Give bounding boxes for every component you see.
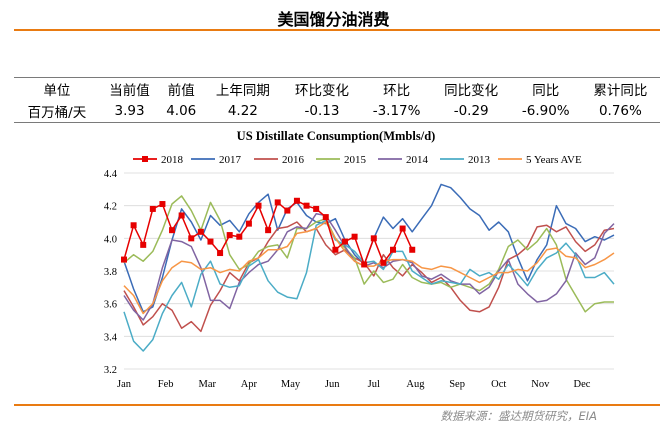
point-2018 (226, 232, 233, 239)
point-2018 (217, 250, 224, 257)
point-2018 (409, 246, 416, 253)
summary-value-cell: -0.29 (431, 100, 511, 123)
legend-label: 2018 (161, 154, 184, 166)
point-2018 (332, 246, 339, 253)
point-2018 (322, 214, 329, 221)
summary-value-cell: 4.22 (203, 100, 283, 123)
point-2018 (245, 220, 252, 227)
x-tick-label: Jul (368, 379, 380, 390)
summary-value-cell: -6.90% (510, 100, 581, 123)
y-tick-label: 3.6 (104, 300, 117, 311)
summary-table: 单位 当前值 前值 上年同期 环比变化 环比 同比变化 同比 累计同比 百万桶/… (14, 77, 660, 123)
y-tick-label: 3.2 (104, 365, 117, 376)
legend-item-5-years-ave: 5 Years AVE (498, 154, 582, 166)
x-tick-label: Jun (325, 379, 340, 390)
x-tick-label: May (281, 379, 301, 390)
summary-header-cell: 上年同期 (203, 77, 283, 100)
y-tick-label: 3.8 (104, 267, 117, 278)
summary-header-cell: 单位 (14, 77, 100, 100)
point-2018 (255, 202, 262, 209)
summary-header-cell: 环比 (361, 77, 432, 100)
x-tick-label: Aug (406, 379, 425, 390)
x-tick-label: Mar (199, 379, 217, 390)
x-tick-label: Sep (449, 379, 465, 390)
distillate-consumption-chart: US Distillate Consumption(Mmbls/d) 2018 20… (104, 129, 615, 390)
point-2018 (284, 207, 291, 214)
y-tick-label: 4.0 (104, 234, 117, 245)
summary-header-row: 单位 当前值 前值 上年同期 环比变化 环比 同比变化 同比 累计同比 (14, 77, 660, 100)
series-line-2016 (123, 221, 615, 333)
point-2018 (265, 227, 272, 234)
point-2018 (169, 227, 176, 234)
legend-item-2013: 2013 (440, 154, 491, 166)
summary-value-cell: 4.06 (159, 100, 204, 123)
legend-label: 2014 (406, 154, 429, 166)
point-2018 (178, 212, 185, 219)
point-2018 (207, 238, 214, 245)
summary-header-cell: 当前值 (99, 77, 160, 100)
legend-label: 5 Years AVE (526, 154, 582, 166)
y-tick-label: 3.4 (104, 332, 118, 343)
data-source-note: 数据来源：盛达期货研究，EIA (440, 409, 597, 423)
summary-header-cell: 累计同比 (580, 77, 660, 100)
summary-value-cell: -3.17% (361, 100, 432, 123)
point-2018 (341, 238, 348, 245)
summary-value-row: 百万桶/天 3.93 4.06 4.22 -0.13 -3.17% -0.29 … (14, 100, 660, 123)
point-2018 (361, 261, 368, 268)
point-2018 (313, 205, 320, 212)
point-2018 (130, 222, 137, 229)
series-line-5-years-ave (123, 221, 615, 315)
legend-label: 2015 (344, 154, 367, 166)
x-tick-label: Feb (158, 379, 174, 390)
legend-item-2014: 2014 (378, 154, 429, 166)
legend-item-2016: 2016 (254, 154, 305, 166)
legend-label: 2016 (282, 154, 305, 166)
x-tick-label: Jan (117, 379, 132, 390)
x-tick-label: Oct (491, 379, 506, 390)
x-tick-label: Nov (531, 379, 550, 390)
point-2018 (140, 241, 147, 248)
bottom-accent-rule (14, 404, 660, 406)
legend-marker (142, 156, 148, 162)
summary-header-cell: 同比变化 (431, 77, 511, 100)
series-line-2013 (123, 219, 615, 352)
series-line-2017 (123, 183, 615, 313)
legend-label: 2017 (219, 154, 242, 166)
series-line-2015 (123, 195, 614, 313)
legend-label: 2013 (468, 154, 491, 166)
page-title: 美国馏分油消费 (277, 10, 390, 29)
point-2018 (293, 197, 300, 204)
point-2018 (236, 233, 243, 240)
summary-value-cell: 0.76% (580, 100, 660, 123)
summary-header-cell: 环比变化 (282, 77, 362, 100)
legend-item-2015: 2015 (316, 154, 367, 166)
point-2018 (303, 202, 310, 209)
summary-header-cell: 同比 (510, 77, 581, 100)
y-tick-label: 4.4 (104, 169, 118, 180)
summary-value-cell: -0.13 (282, 100, 362, 123)
point-2018 (121, 256, 127, 263)
point-2018 (351, 233, 358, 240)
legend-item-2018: 2018 (133, 154, 184, 166)
point-2018 (399, 225, 406, 232)
summary-value-cell: 百万桶/天 (14, 100, 100, 123)
point-2018 (274, 199, 281, 206)
top-accent-rule (14, 29, 660, 31)
series-line-2014 (123, 213, 615, 321)
summary-value-cell: 3.93 (99, 100, 160, 123)
point-2018 (380, 259, 387, 266)
summary-header-cell: 前值 (159, 77, 204, 100)
x-tick-label: Dec (574, 379, 591, 390)
point-2018 (197, 228, 204, 235)
y-tick-label: 4.2 (104, 202, 117, 213)
point-2018 (370, 235, 377, 242)
point-2018 (159, 201, 166, 208)
point-2018 (390, 246, 397, 253)
legend-item-2017: 2017 (191, 154, 242, 166)
x-tick-label: Apr (241, 379, 258, 390)
point-2018 (188, 235, 195, 242)
point-2018 (149, 205, 156, 212)
chart-title: US Distillate Consumption(Mmbls/d) (237, 129, 436, 143)
